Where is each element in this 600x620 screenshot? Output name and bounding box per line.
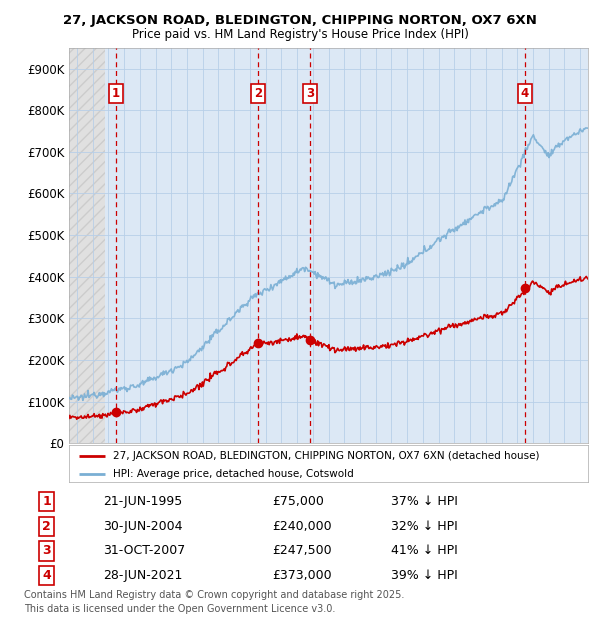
Text: 27, JACKSON ROAD, BLEDINGTON, CHIPPING NORTON, OX7 6XN: 27, JACKSON ROAD, BLEDINGTON, CHIPPING N… [63,14,537,27]
Text: 30-JUN-2004: 30-JUN-2004 [103,520,182,533]
Text: 41% ↓ HPI: 41% ↓ HPI [391,544,457,557]
Text: £240,000: £240,000 [272,520,332,533]
Text: 4: 4 [521,87,529,100]
Text: 2: 2 [254,87,262,100]
Text: HPI: Average price, detached house, Cotswold: HPI: Average price, detached house, Cots… [113,469,354,479]
Text: 4: 4 [42,569,51,582]
Text: This data is licensed under the Open Government Licence v3.0.: This data is licensed under the Open Gov… [24,604,335,614]
Text: 27, JACKSON ROAD, BLEDINGTON, CHIPPING NORTON, OX7 6XN (detached house): 27, JACKSON ROAD, BLEDINGTON, CHIPPING N… [113,451,539,461]
Text: 1: 1 [42,495,51,508]
Text: 39% ↓ HPI: 39% ↓ HPI [391,569,457,582]
Text: 1: 1 [112,87,120,100]
Text: 32% ↓ HPI: 32% ↓ HPI [391,520,457,533]
Text: £75,000: £75,000 [272,495,324,508]
Text: 37% ↓ HPI: 37% ↓ HPI [391,495,457,508]
Text: 3: 3 [306,87,314,100]
Text: 28-JUN-2021: 28-JUN-2021 [103,569,182,582]
Text: 21-JUN-1995: 21-JUN-1995 [103,495,182,508]
Text: Price paid vs. HM Land Registry's House Price Index (HPI): Price paid vs. HM Land Registry's House … [131,28,469,41]
Bar [69,48,105,443]
Text: £247,500: £247,500 [272,544,332,557]
Text: £373,000: £373,000 [272,569,332,582]
Text: Contains HM Land Registry data © Crown copyright and database right 2025.: Contains HM Land Registry data © Crown c… [24,590,404,600]
Text: 3: 3 [42,544,51,557]
Text: 2: 2 [42,520,51,533]
Text: 31-OCT-2007: 31-OCT-2007 [103,544,185,557]
